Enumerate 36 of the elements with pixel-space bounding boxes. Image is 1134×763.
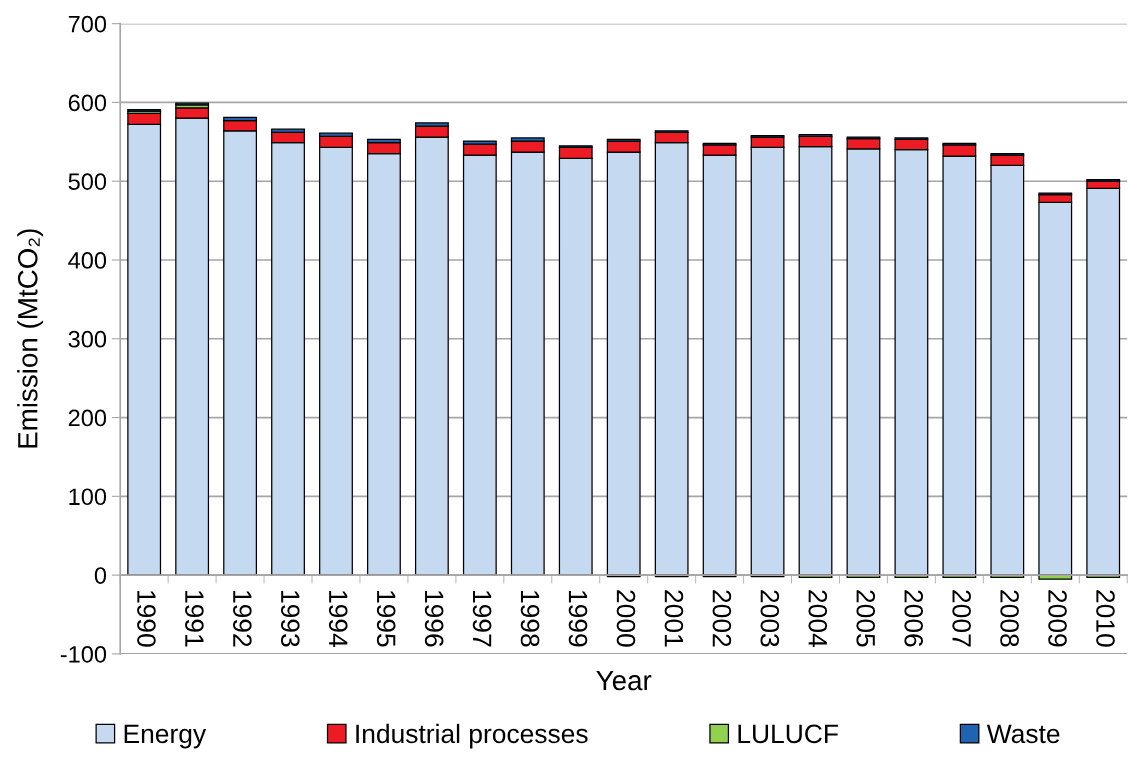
y-tick-label: 300 — [68, 330, 107, 348]
legend-label: Waste — [986, 724, 1060, 744]
x-tick-label: 2005 — [856, 590, 876, 647]
x-tick-label: 2004 — [808, 590, 828, 647]
x-tick-label: 2003 — [760, 590, 780, 647]
x-tick-label: 1990 — [137, 591, 156, 647]
x-tick-label: 2006 — [904, 590, 924, 647]
x-axis-title: Year — [596, 670, 652, 691]
x-tick-label: 2000 — [616, 590, 636, 647]
y-tick-label: 700 — [68, 15, 107, 33]
x-tick-label: 2010 — [1096, 590, 1115, 647]
y-tick-label: 100 — [69, 488, 107, 506]
y-tick-label: 600 — [68, 94, 107, 112]
y-axis-title: Emission (MtCO₂) — [17, 229, 44, 448]
x-tick-label: 1995 — [376, 591, 396, 647]
y-tick-label: 0 — [94, 567, 107, 584]
legend-label: Energy — [124, 724, 207, 749]
x-tick-label: 1996 — [424, 591, 444, 647]
y-tick-label: 200 — [68, 409, 107, 427]
x-tick-label: 2002 — [712, 590, 732, 647]
x-tick-label: 1999 — [568, 591, 588, 647]
legend-label: Industrial processes — [356, 723, 588, 749]
x-tick-label: 1997 — [472, 591, 492, 647]
x-tick-label: 1992 — [233, 591, 252, 647]
x-tick-label: 1993 — [280, 591, 300, 647]
y-tick-label: -100 — [60, 645, 107, 663]
x-tick-label: 2008 — [1000, 590, 1019, 647]
legend-label: LULUCF — [738, 724, 838, 744]
x-tick-label: 1994 — [328, 591, 348, 647]
y-tick-label: 500 — [68, 173, 107, 190]
x-tick-label: 2001 — [664, 590, 684, 647]
x-tick-label: 2007 — [952, 590, 971, 647]
x-tick-label: 2009 — [1048, 590, 1067, 647]
x-tick-label: 1998 — [520, 591, 540, 647]
x-tick-label: 1991 — [185, 591, 204, 647]
y-tick-label: 400 — [68, 252, 107, 269]
